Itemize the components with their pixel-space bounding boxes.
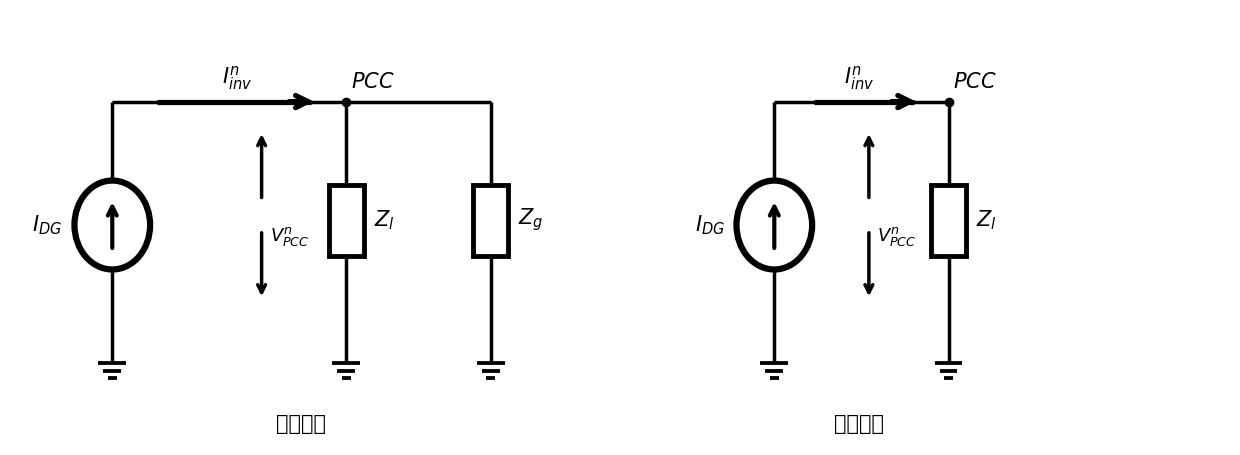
Text: 孤岛运行: 孤岛运行 bbox=[835, 415, 884, 435]
Text: $I^n_{inv}$: $I^n_{inv}$ bbox=[222, 64, 252, 91]
Text: 并网运行: 并网运行 bbox=[277, 415, 326, 435]
Text: $I_{DG}$: $I_{DG}$ bbox=[32, 213, 62, 237]
Text: $I_{DG}$: $I_{DG}$ bbox=[694, 213, 724, 237]
Text: $PCC$: $PCC$ bbox=[351, 72, 394, 91]
Text: $V^n_{PCC}$: $V^n_{PCC}$ bbox=[877, 225, 916, 248]
Bar bbox=[931, 185, 966, 256]
Text: $I^n_{inv}$: $I^n_{inv}$ bbox=[843, 64, 874, 91]
Text: $V^n_{PCC}$: $V^n_{PCC}$ bbox=[269, 225, 309, 248]
Text: $Z_l$: $Z_l$ bbox=[373, 208, 394, 232]
Text: $Z_l$: $Z_l$ bbox=[976, 208, 997, 232]
Text: $PCC$: $PCC$ bbox=[954, 72, 997, 91]
Text: $Z_g$: $Z_g$ bbox=[518, 207, 543, 233]
Bar bbox=[329, 185, 363, 256]
Bar bbox=[474, 185, 508, 256]
